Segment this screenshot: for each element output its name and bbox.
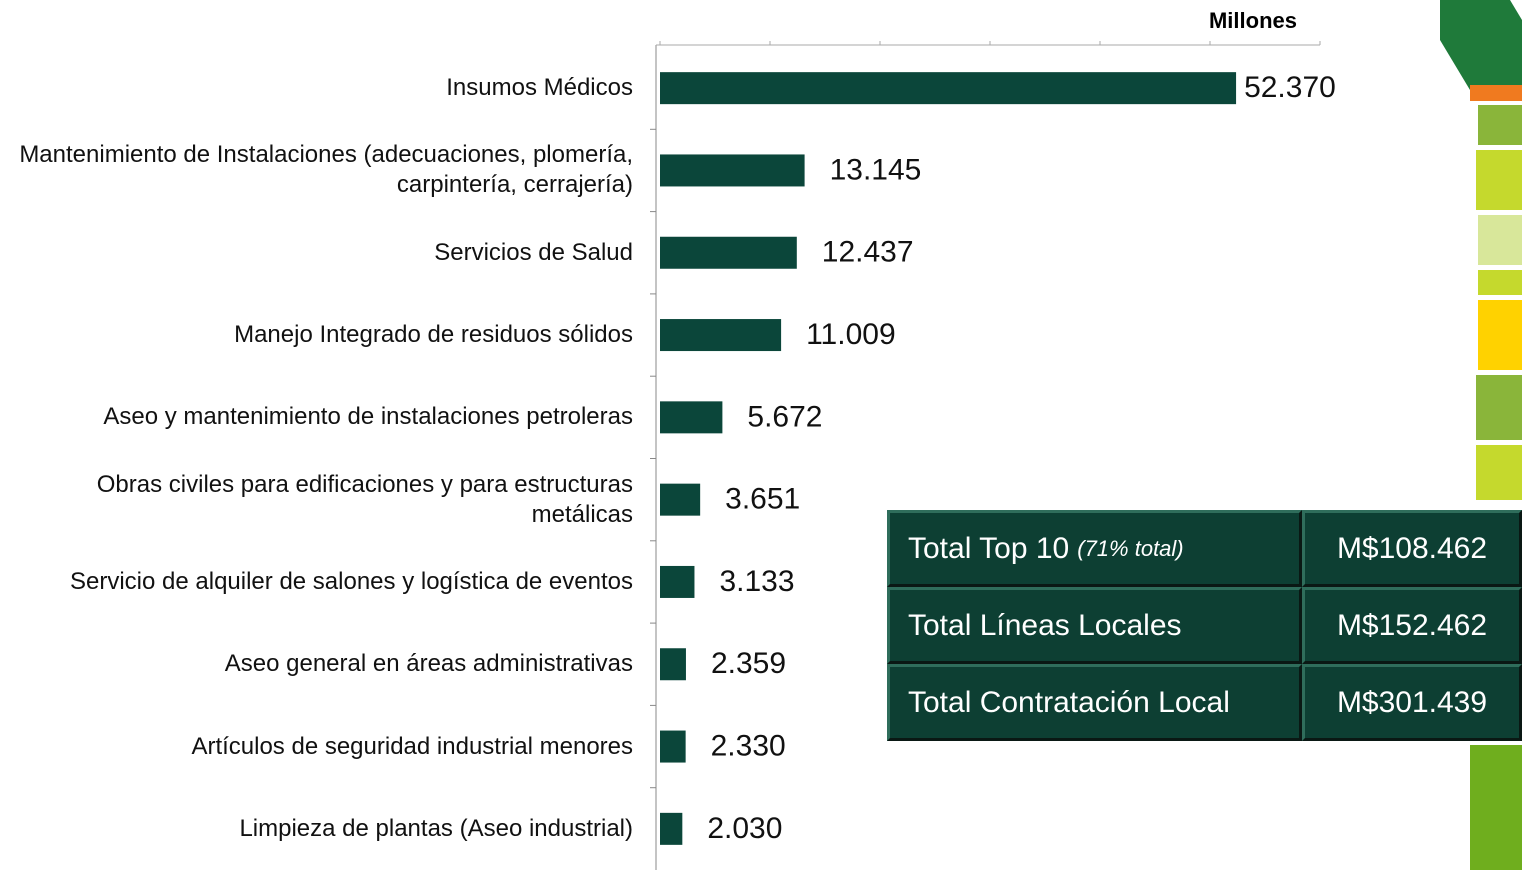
category-label: Servicios de Salud [8,238,633,268]
decor-strip [1476,375,1522,440]
bar [660,319,781,351]
bar [660,154,805,186]
row-label-cell: Total Contratación Local [887,664,1302,741]
row-label-cell: Total Top 10 (71% total) [887,510,1302,587]
category-label: Limpieza de plantas (Aseo industrial) [8,814,633,844]
decor-strip [1476,150,1522,210]
bar [660,566,694,598]
value-label: 13.145 [830,153,922,186]
value-label: 5.672 [747,400,822,433]
value-label: 3.651 [725,483,800,516]
unit-label: Millones [1209,8,1297,33]
decor-strip [1478,105,1522,145]
decor-strip [1478,270,1522,295]
category-label: Insumos Médicos [8,73,633,103]
decor-strip [1470,745,1522,870]
row-value: M$301.439 [1302,664,1522,741]
decor-strip [1478,300,1522,370]
decor-strip [1470,85,1522,101]
table-row: Total Líneas Locales M$152.462 [887,587,1522,664]
table-row: Total Top 10 (71% total) M$108.462 [887,510,1522,587]
bar [660,484,700,516]
bar [660,72,1236,104]
decor-strip [1478,215,1522,265]
value-label: 52.370 [1244,71,1336,104]
bar [660,237,797,269]
category-label: Aseo y mantenimiento de instalaciones pe… [8,402,633,432]
category-label: Aseo general en áreas administrativas [8,649,633,679]
value-label: 11.009 [806,318,896,351]
row-label: Total Contratación Local [908,686,1230,720]
table-row: Total Contratación Local M$301.439 [887,664,1522,741]
bar [660,813,682,845]
category-label: Servicio de alquiler de salones y logíst… [8,567,633,597]
row-label: Total Líneas Locales [908,609,1182,643]
bar [660,401,722,433]
category-label: Artículos de seguridad industrial menore… [8,732,633,762]
category-label: Manejo Integrado de residuos sólidos [8,320,633,350]
category-label: Mantenimiento de Instalaciones (adecuaci… [8,140,633,200]
row-value: M$108.462 [1302,510,1522,587]
value-label: 3.133 [719,565,794,598]
bar [660,648,686,680]
row-note: (71% total) [1077,536,1183,562]
category-label: Obras civiles para edificaciones y para … [8,470,633,530]
decor-strip [1476,445,1522,500]
bar [660,731,686,763]
value-label: 2.030 [707,812,782,845]
row-label-cell: Total Líneas Locales [887,587,1302,664]
value-label: 12.437 [822,236,914,269]
logo-shape [1440,0,1522,90]
value-label: 2.359 [711,647,786,680]
page: Millones 52.370 13.145 12.437 11.009 5.672 3.… [0,0,1522,870]
value-label: 2.330 [711,729,786,762]
row-label: Total Top 10 [908,532,1069,566]
row-value: M$152.462 [1302,587,1522,664]
